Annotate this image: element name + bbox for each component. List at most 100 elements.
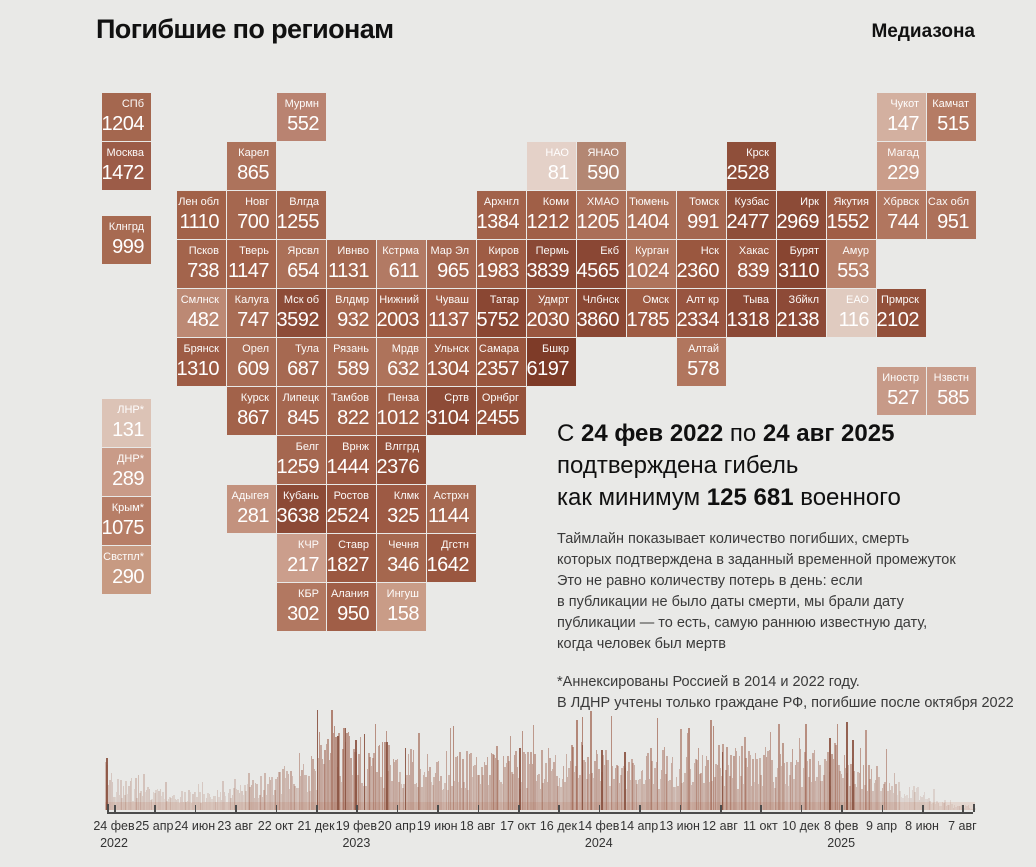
year-label: 2022 — [100, 836, 128, 850]
region-tile[interactable]: Кстрма 611 — [377, 240, 426, 288]
region-tile[interactable]: Ставр 1827 — [327, 534, 376, 582]
region-tile[interactable]: Влгда 1255 — [277, 191, 326, 239]
region-tile[interactable]: Магад 229 — [877, 142, 926, 190]
region-tile[interactable]: Пенза 1012 — [377, 387, 426, 435]
timeline-spike-bar — [519, 748, 521, 810]
region-tile[interactable]: Татар 5752 — [477, 289, 526, 337]
region-tile[interactable]: Москва 1472 — [102, 142, 151, 190]
region-tile[interactable]: Брянск 1310 — [177, 338, 226, 386]
region-tile[interactable]: Киров 1983 — [477, 240, 526, 288]
timeline-bar — [622, 766, 625, 810]
region-tile[interactable]: Пермь 3839 — [527, 240, 576, 288]
region-tile[interactable]: Дгстн 1642 — [427, 534, 476, 582]
region-tile[interactable]: Кубань 3638 — [277, 485, 326, 533]
region-tile[interactable]: Збйкл 2138 — [777, 289, 826, 337]
region-tile[interactable]: ХМАО 1205 — [577, 191, 626, 239]
region-tile[interactable]: ДНР* 289 — [102, 448, 151, 497]
region-tile[interactable]: КБР 302 — [277, 583, 326, 631]
region-tile[interactable]: Мрдв 632 — [377, 338, 426, 386]
region-tile[interactable]: Клмк 325 — [377, 485, 426, 533]
region-tile[interactable]: Члбнск 3860 — [577, 289, 626, 337]
region-tile[interactable]: Ростов 2524 — [327, 485, 376, 533]
region-tile[interactable]: Ярсвл 654 — [277, 240, 326, 288]
region-tile[interactable]: Орнбрг 2455 — [477, 387, 526, 435]
region-tile[interactable]: Ульнск 1304 — [427, 338, 476, 386]
region-tile[interactable]: Архнгл 1384 — [477, 191, 526, 239]
timeline-bar — [776, 768, 779, 810]
timeline-bar — [953, 805, 956, 810]
region-tile[interactable]: Алтай 578 — [677, 338, 726, 386]
region-tile[interactable]: Камчат 515 — [927, 93, 976, 141]
region-tile[interactable]: Тыва 1318 — [727, 289, 776, 337]
region-tile[interactable]: ЛНР* 131 — [102, 399, 151, 448]
region-tile[interactable]: Чечня 346 — [377, 534, 426, 582]
region-tile[interactable]: ЯНАО 590 — [577, 142, 626, 190]
region-tile[interactable]: Влдмр 932 — [327, 289, 376, 337]
region-tile[interactable]: Курск 867 — [227, 387, 276, 435]
region-tile[interactable]: Бурят 3110 — [777, 240, 826, 288]
region-tile[interactable]: Белг 1259 — [277, 436, 326, 484]
region-tile[interactable]: Крым* 1075 — [102, 497, 151, 546]
region-tile[interactable]: Хбрвск 744 — [877, 191, 926, 239]
timeline-bar — [136, 798, 138, 810]
region-tile[interactable]: Рязань 589 — [327, 338, 376, 386]
region-tile[interactable]: Сах обл 951 — [927, 191, 976, 239]
region-tile[interactable]: Нижний 2003 — [377, 289, 426, 337]
region-tile[interactable]: Кузбас 2477 — [727, 191, 776, 239]
region-tile[interactable]: Самара 2357 — [477, 338, 526, 386]
region-tile[interactable]: Тверь 1147 — [227, 240, 276, 288]
timeline-bar — [832, 759, 835, 810]
region-tile[interactable]: Омск 1785 — [627, 289, 676, 337]
region-tile[interactable]: Нск 2360 — [677, 240, 726, 288]
region-tile[interactable]: Курган 1024 — [627, 240, 676, 288]
region-tile[interactable]: Тула 687 — [277, 338, 326, 386]
region-tile[interactable]: Тамбов 822 — [327, 387, 376, 435]
region-tile[interactable]: Клнгрд 999 — [102, 215, 151, 264]
region-tile[interactable]: Карел 865 — [227, 142, 276, 190]
region-tile[interactable]: Мар Эл 965 — [427, 240, 476, 288]
region-tile[interactable]: Лен обл 1110 — [177, 191, 226, 239]
region-tile[interactable]: Удмрт 2030 — [527, 289, 576, 337]
region-tile[interactable]: Свстпл* 290 — [102, 546, 151, 595]
region-tile[interactable]: Алания 950 — [327, 583, 376, 631]
region-tile[interactable]: Адыгея 281 — [227, 485, 276, 533]
region-tile[interactable]: ЕАО 116 — [827, 289, 876, 337]
timeline-bar — [546, 782, 548, 810]
timeline-chart[interactable]: 24 фев 2022 25 апр 24 июн 23 авг 22 окт 21 дек… — [0, 700, 1036, 860]
region-tile[interactable]: Орел 609 — [227, 338, 276, 386]
region-name: Алт кр — [686, 294, 719, 306]
region-tile[interactable]: Коми 1212 — [527, 191, 576, 239]
region-tile[interactable]: НАО 81 — [527, 142, 576, 190]
region-tile[interactable]: Влггрд 2376 — [377, 436, 426, 484]
region-tile[interactable]: Новг 700 — [227, 191, 276, 239]
region-tile[interactable]: Ирк 2969 — [777, 191, 826, 239]
timeline-bar — [303, 775, 306, 810]
region-tile[interactable]: Ингуш 158 — [377, 583, 426, 631]
region-tile[interactable]: Бшкр 6197 — [527, 338, 576, 386]
region-tile[interactable]: СПб 1204 — [102, 93, 151, 141]
region-tile[interactable]: КЧР 217 — [277, 534, 326, 582]
region-tile[interactable]: Хакас 839 — [727, 240, 776, 288]
region-tile[interactable]: Мск об 3592 — [277, 289, 326, 337]
region-tile[interactable]: Тюмень 1404 — [627, 191, 676, 239]
region-tile[interactable]: Томск 991 — [677, 191, 726, 239]
region-tile[interactable]: Чуваш 1137 — [427, 289, 476, 337]
region-tile[interactable]: Чукот 147 — [877, 93, 926, 141]
region-tile[interactable]: Астрхн 1144 — [427, 485, 476, 533]
region-tile[interactable]: Сртв 3104 — [427, 387, 476, 435]
region-tile[interactable]: Смлнск 482 — [177, 289, 226, 337]
region-tile[interactable]: Нзвстн 585 — [927, 367, 976, 416]
region-tile[interactable]: Калуга 747 — [227, 289, 276, 337]
region-tile[interactable]: Врнж 1444 — [327, 436, 376, 484]
region-tile[interactable]: Липецк 845 — [277, 387, 326, 435]
region-tile[interactable]: Амур 553 — [827, 240, 876, 288]
region-tile[interactable]: Алт кр 2334 — [677, 289, 726, 337]
region-tile[interactable]: Якутия 1552 — [827, 191, 876, 239]
region-tile[interactable]: Екб 4565 — [577, 240, 626, 288]
region-tile[interactable]: Ивнво 1131 — [327, 240, 376, 288]
region-tile[interactable]: Прмрск 2102 — [877, 289, 926, 337]
region-tile[interactable]: Иностр 527 — [877, 367, 926, 416]
region-tile[interactable]: Псков 738 — [177, 240, 226, 288]
region-tile[interactable]: Крск 2528 — [727, 142, 776, 190]
region-tile[interactable]: Мурмн 552 — [277, 93, 326, 141]
